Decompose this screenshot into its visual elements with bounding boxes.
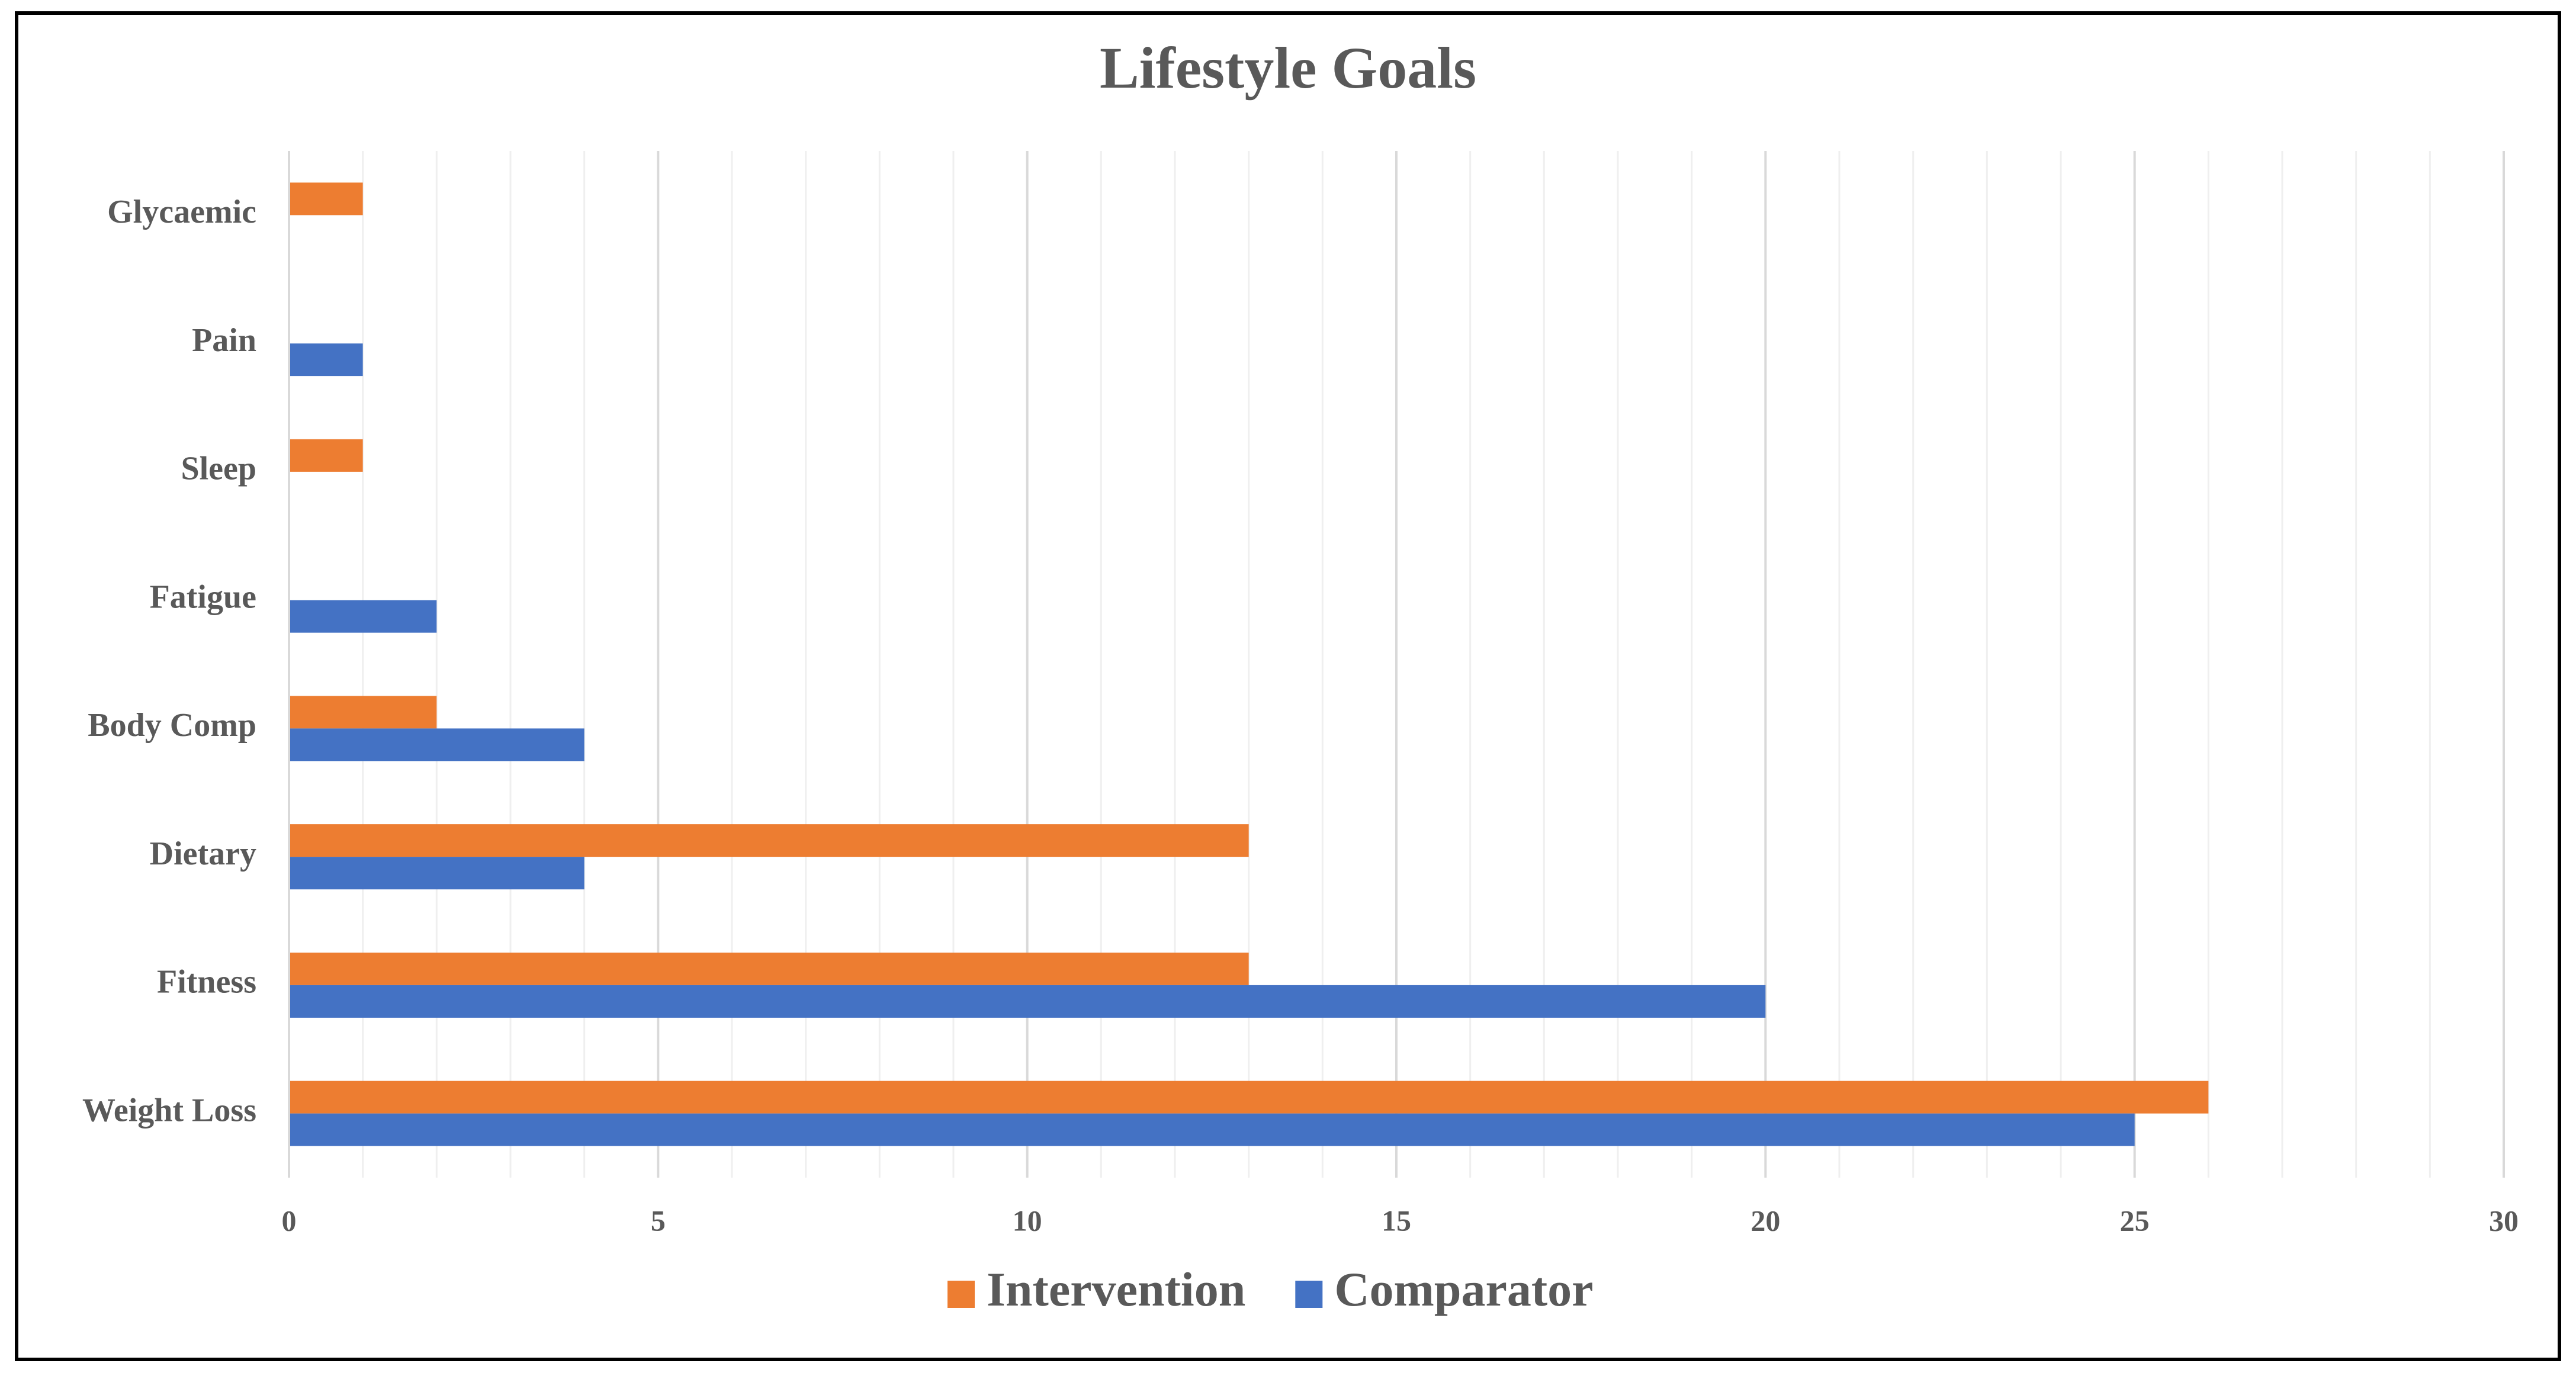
- bar: [289, 728, 584, 761]
- bar: [289, 439, 363, 472]
- y-tick-label: Glycaemic: [107, 194, 256, 230]
- bar: [289, 600, 437, 633]
- chart-title: Lifestyle Goals: [1100, 35, 1476, 101]
- y-tick-label: Weight Loss: [82, 1092, 256, 1129]
- bar: [289, 343, 363, 377]
- bar: [289, 1081, 2209, 1114]
- x-tick-label: 0: [282, 1204, 297, 1237]
- bar: [289, 824, 1249, 857]
- legend-swatch: [1295, 1281, 1323, 1308]
- x-tick-label: 15: [1382, 1204, 1411, 1237]
- y-tick-label: Body Comp: [88, 707, 256, 744]
- x-tick-label: 20: [1750, 1204, 1780, 1237]
- y-tick-label: Pain: [192, 322, 256, 359]
- bar: [289, 857, 584, 890]
- legend-label: Intervention: [987, 1262, 1245, 1316]
- y-tick-label: Fatigue: [150, 578, 256, 615]
- y-tick-label: Dietary: [150, 835, 256, 872]
- y-tick-label: Fitness: [157, 964, 256, 1001]
- x-tick-label: 5: [651, 1204, 666, 1237]
- chart-border: [15, 11, 2561, 1361]
- bar: [289, 696, 437, 729]
- legend-label: Comparator: [1334, 1262, 1593, 1316]
- bar: [289, 1113, 2135, 1146]
- x-tick-label: 10: [1013, 1204, 1042, 1237]
- y-tick-label: Sleep: [181, 451, 256, 487]
- legend-swatch: [947, 1281, 975, 1308]
- bar: [289, 182, 363, 216]
- bar: [289, 985, 1766, 1018]
- bar: [289, 952, 1249, 985]
- x-tick-label: 30: [2489, 1204, 2519, 1237]
- x-tick-label: 25: [2120, 1204, 2150, 1237]
